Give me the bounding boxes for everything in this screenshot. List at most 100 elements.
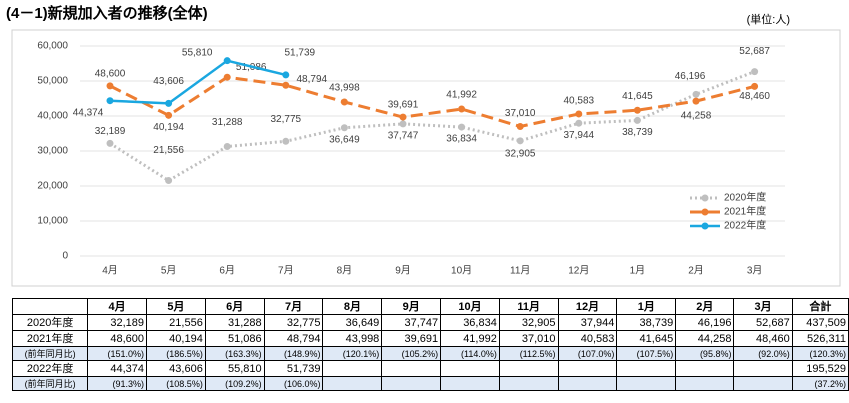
table-cell — [498, 376, 559, 391]
data-label: 43,998 — [329, 83, 360, 94]
table-cell: 43,606 — [146, 360, 206, 377]
series-line — [109, 70, 756, 183]
data-point — [223, 73, 231, 81]
data-point — [223, 57, 231, 65]
table-row: 2020年度 32,189 21,556 31,288 32,775 36,649 37,7… — [11, 314, 849, 331]
table-cell: 38,739 — [616, 314, 677, 331]
data-label: 31,288 — [212, 117, 243, 128]
data-point — [575, 119, 583, 127]
table-cell: 48,794 — [263, 330, 324, 347]
data-point — [165, 111, 173, 119]
table-cell: 3月 — [733, 298, 793, 315]
data-label: 39,691 — [388, 100, 419, 111]
table-cell: 195,529 — [791, 360, 849, 377]
data-point — [282, 137, 290, 145]
table-cell — [616, 360, 677, 377]
data-table: 4月 5月 6月 7月 8月 9月 10月 11月 12月 1月 2月 3月 合計 2020年度 32,18… — [11, 298, 849, 391]
table-cell: 44,258 — [675, 330, 735, 347]
data-point — [165, 177, 173, 185]
table-cell: 36,834 — [440, 314, 500, 331]
table-row: (前年同月比) (151.0%) (186.5%) (163.3%) (148.9%)(… — [11, 346, 849, 361]
y-tick-label: 40,000 — [37, 111, 68, 122]
table-cell: 437,509 — [791, 314, 849, 331]
table-cell: 合計 — [791, 298, 849, 315]
series-line — [109, 59, 287, 105]
table-cell: 9月 — [381, 298, 442, 315]
data-point — [633, 116, 641, 124]
table-cell: (114.0%) — [440, 346, 500, 361]
data-label: 46,196 — [675, 71, 706, 82]
data-point — [399, 113, 407, 121]
y-tick-label: 50,000 — [37, 76, 68, 87]
data-label: 51,739 — [285, 48, 316, 59]
table-cell: 32,189 — [87, 314, 147, 331]
data-label: 43,606 — [153, 76, 184, 87]
x-tick-label: 2月 — [688, 265, 704, 277]
table-cell: (105.2%) — [381, 346, 442, 361]
table-cell: 2月 — [675, 298, 735, 315]
table-row: 2021年度 48,600 40,194 51,086 48,794 43,998 39,6… — [11, 330, 849, 347]
table-row: 4月 5月 6月 7月 8月 9月 10月 11月 12月 1月 2月 3月 合計 — [11, 298, 849, 315]
chart-frame — [11, 29, 841, 287]
data-label: 37,010 — [505, 108, 536, 119]
y-tick-label: 20,000 — [37, 181, 68, 192]
data-point — [516, 122, 524, 130]
x-tick-label: 11月 — [510, 265, 530, 277]
table-cell — [675, 360, 735, 377]
table-cell: 2021年度 — [11, 330, 89, 347]
table-cell: (92.0%) — [733, 346, 793, 361]
table-cell: 5月 — [146, 298, 206, 315]
data-label: 40,583 — [564, 96, 595, 107]
table-cell — [557, 376, 618, 391]
table-cell: 37,944 — [557, 314, 618, 331]
table-cell: 39,691 — [381, 330, 442, 347]
table-cell: (前年同月比) — [11, 376, 89, 391]
table-cell: 36,649 — [322, 314, 383, 331]
table-cell — [616, 376, 677, 391]
data-point — [165, 99, 173, 107]
table-cell: (37.2%) — [791, 376, 849, 391]
data-label: 32,775 — [271, 114, 302, 125]
table-cell: (106.0%) — [263, 376, 324, 391]
data-point — [340, 98, 348, 106]
table-cell: 37,010 — [498, 330, 559, 347]
table-cell: 4月 — [87, 298, 147, 315]
table-cell: (109.2%) — [204, 376, 265, 391]
table-cell: 52,687 — [733, 314, 793, 331]
table-cell: 21,556 — [146, 314, 206, 331]
table-cell: 32,775 — [263, 314, 324, 331]
table-cell: 1月 — [616, 298, 677, 315]
table-cell: (91.3%) — [87, 376, 147, 391]
data-point — [282, 81, 290, 89]
data-point — [223, 142, 231, 150]
data-label: 32,189 — [95, 126, 126, 137]
data-point — [458, 105, 466, 113]
table-cell — [557, 360, 618, 377]
table-cell: 48,600 — [87, 330, 147, 347]
table-cell — [733, 360, 793, 377]
table-cell: 6月 — [204, 298, 265, 315]
x-tick-label: 7月 — [278, 265, 294, 277]
table-cell: 32,905 — [498, 314, 559, 331]
chart-title: (4－1)新規加入者の推移(全体) — [6, 4, 208, 22]
data-point — [340, 124, 348, 132]
data-label: 41,992 — [446, 90, 477, 101]
table-cell — [733, 376, 793, 391]
table-cell: 7月 — [263, 298, 324, 315]
table-cell: 43,998 — [322, 330, 383, 347]
table-cell: 51,086 — [204, 330, 265, 347]
table-cell: 41,992 — [440, 330, 500, 347]
table-cell — [322, 360, 383, 377]
data-point — [692, 97, 700, 105]
table-cell: (107.5%) — [616, 346, 677, 361]
chart: (4－1)新規加入者の推移(全体) (単位:人) 0 10,000 20,000 30… — [6, 4, 841, 287]
data-point — [516, 137, 524, 145]
table-cell — [440, 376, 500, 391]
data-point — [106, 82, 114, 90]
data-label: 41,645 — [622, 91, 653, 102]
data-point — [458, 123, 466, 131]
x-tick-label: 8月 — [337, 265, 353, 277]
x-tick-label: 5月 — [161, 265, 177, 277]
table-cell: (112.5%) — [498, 346, 559, 361]
